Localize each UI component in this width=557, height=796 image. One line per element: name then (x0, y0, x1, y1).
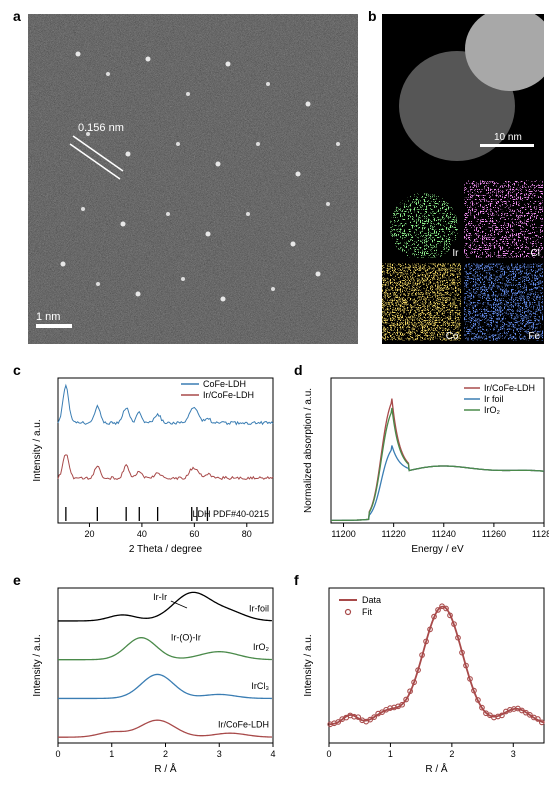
panel-a-image: 0.156 nm 1 nm (28, 14, 358, 344)
svg-text:Ir-(O)-Ir: Ir-(O)-Ir (171, 632, 201, 642)
panel-a-label: a (13, 8, 21, 24)
svg-text:2 Theta / degree: 2 Theta / degree (129, 544, 203, 555)
svg-text:11260: 11260 (482, 529, 506, 539)
svg-text:Ir-foil: Ir-foil (249, 603, 269, 613)
panel-f-chart: 0 1 2 3 R / Å Intensity / a.u. Data Fit (299, 580, 549, 775)
scale-bar-b: 10 nm (494, 132, 522, 143)
eds-map-co: Co (382, 262, 463, 344)
svg-text:2: 2 (449, 749, 454, 759)
svg-text:Ir/CoFe-LDH: Ir/CoFe-LDH (218, 720, 269, 730)
svg-text:11240: 11240 (432, 529, 456, 539)
svg-text:Ir/CoFe-LDH: Ir/CoFe-LDH (203, 390, 254, 400)
svg-text:20: 20 (84, 529, 94, 539)
eds-map-ir: Ir (382, 179, 463, 261)
svg-text:3: 3 (511, 749, 516, 759)
panel-d-label: d (294, 362, 303, 378)
svg-text:Intensity / a.u.: Intensity / a.u. (32, 634, 43, 696)
svg-text:40: 40 (137, 529, 147, 539)
svg-text:11200: 11200 (331, 529, 355, 539)
svg-text:R / Å: R / Å (425, 762, 448, 775)
svg-text:Intensity / a.u.: Intensity / a.u. (32, 419, 43, 481)
panel-c-chart: 20 40 60 80 2 Theta / degree Intensity / a.u.… (28, 370, 278, 555)
svg-text:Fit: Fit (362, 607, 372, 617)
panel-f-label: f (294, 572, 299, 588)
lattice-annotation: 0.156 nm (78, 122, 124, 134)
panel-d-chart: 11200 11220 11240 11260 11280 Energy / eV Norm… (299, 370, 549, 555)
panel-b-image: 10 nm Ir Cl Co Fe (382, 14, 544, 344)
svg-text:LDH PDF#40-0215: LDH PDF#40-0215 (192, 509, 269, 519)
panel-e-chart: 0 1 2 3 4 R / Å Intensity / a.u. Ir-foil IrO₂ IrC… (28, 580, 278, 775)
svg-text:3: 3 (217, 749, 222, 759)
svg-text:IrO₂: IrO₂ (253, 642, 269, 652)
svg-text:Normalized absorption / a.u.: Normalized absorption / a.u. (303, 388, 314, 513)
svg-text:60: 60 (189, 529, 199, 539)
svg-text:Ir/CoFe-LDH: Ir/CoFe-LDH (484, 383, 535, 393)
scale-bar-a: 1 nm (36, 311, 60, 323)
svg-text:R / Å: R / Å (154, 762, 177, 775)
svg-text:2: 2 (163, 749, 168, 759)
svg-text:1: 1 (388, 749, 393, 759)
svg-text:Intensity / a.u.: Intensity / a.u. (303, 634, 314, 696)
svg-text:80: 80 (242, 529, 252, 539)
svg-text:Energy / eV: Energy / eV (411, 544, 464, 555)
svg-text:11280: 11280 (532, 529, 549, 539)
svg-text:1: 1 (109, 749, 114, 759)
svg-text:CoFe-LDH: CoFe-LDH (203, 379, 246, 389)
panel-e-label: e (13, 572, 21, 588)
svg-text:11220: 11220 (381, 529, 405, 539)
panel-c-label: c (13, 362, 21, 378)
svg-text:0: 0 (55, 749, 60, 759)
svg-text:0: 0 (326, 749, 331, 759)
svg-text:IrCl₃: IrCl₃ (251, 681, 269, 691)
eds-map-cl: Cl (464, 179, 545, 261)
eds-map-fe: Fe (464, 262, 545, 344)
svg-text:Ir foil: Ir foil (484, 394, 504, 404)
svg-text:Ir-Ir: Ir-Ir (153, 592, 167, 602)
svg-text:IrO₂: IrO₂ (484, 405, 500, 415)
svg-text:4: 4 (270, 749, 275, 759)
svg-text:Data: Data (362, 595, 381, 605)
panel-b-label: b (368, 8, 377, 24)
